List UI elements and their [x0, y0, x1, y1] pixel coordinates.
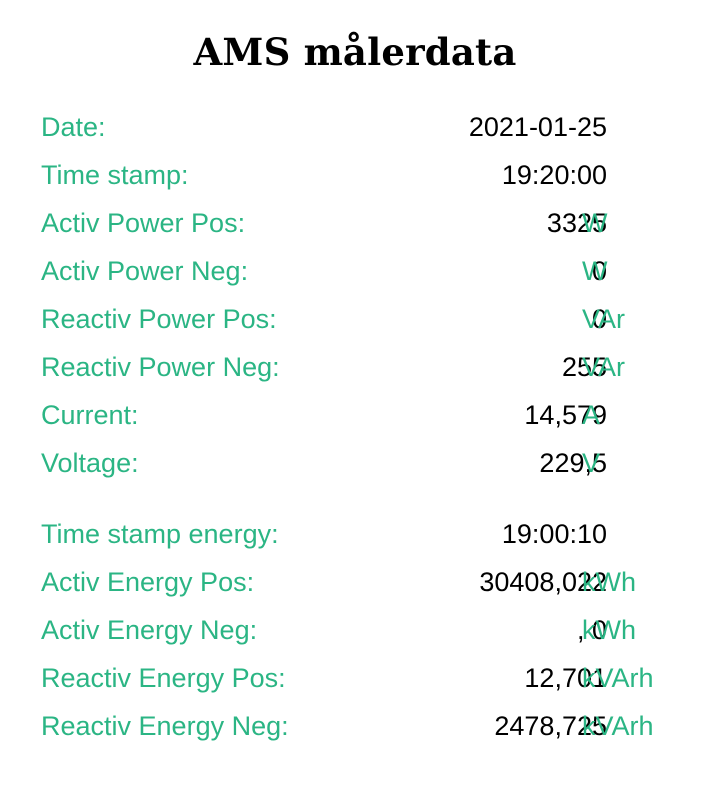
row-unit: kVArh [582, 711, 654, 741]
row-unit: kVArh [582, 663, 654, 693]
row-value: 2478,725 [494, 711, 607, 741]
row-value: 19:20:00 [501, 160, 607, 190]
row-activ-power-neg: Activ Power Neg: 0 W [41, 247, 701, 295]
row-label: Activ Energy Neg: [41, 615, 258, 645]
row-label: Current: [41, 400, 139, 430]
row-value: 14,579 [524, 400, 607, 430]
row-reactiv-energy-neg: Reactiv Energy Neg: 2478,725 kVArh [41, 702, 701, 750]
row-label: Reactiv Energy Pos: [41, 663, 286, 693]
row-label: Voltage: [41, 448, 139, 478]
row-label: Reactiv Power Neg: [41, 352, 280, 382]
row-value: 30408,022 [479, 567, 607, 597]
row-unit: VAr [582, 304, 626, 334]
row-unit: A [582, 400, 601, 430]
row-value: 3325 [546, 208, 607, 238]
row-label: Time stamp energy: [41, 519, 279, 549]
row-voltage: Voltage: 229,5 V [41, 439, 701, 487]
row-label: Activ Power Neg: [41, 256, 249, 286]
row-reactiv-power-pos: Reactiv Power Pos: 0 VAr [41, 295, 701, 343]
row-label: Activ Energy Pos: [41, 567, 255, 597]
row-label: Date: [41, 112, 106, 142]
row-unit: VAr [582, 352, 626, 382]
row-label: Activ Power Pos: [41, 208, 246, 238]
row-date: Date: 2021-01-25 [41, 103, 701, 151]
page-title: AMS målerdata [193, 30, 517, 74]
row-value: 255 [561, 352, 607, 382]
row-label: Reactiv Energy Neg: [41, 711, 289, 741]
row-value: 0 [591, 304, 607, 334]
row-current: Current: 14,579 A [41, 391, 701, 439]
meter-data-table: Date: 2021-01-25 Time stamp: 19:20:00 Ac… [41, 103, 701, 750]
row-unit: W [582, 208, 608, 238]
row-reactiv-energy-pos: Reactiv Energy Pos: 12,701 kVArh [41, 654, 701, 702]
row-unit: V [582, 448, 601, 478]
row-value: 229,5 [539, 448, 607, 478]
row-time-stamp-energy: Time stamp energy: 19:00:10 [41, 510, 701, 558]
row-value: , 0 [576, 615, 607, 645]
row-time-stamp: Time stamp: 19:20:00 [41, 151, 701, 199]
row-reactiv-power-neg: Reactiv Power Neg: 255 VAr [41, 343, 701, 391]
row-activ-power-pos: Activ Power Pos: 3325 W [41, 199, 701, 247]
row-value: 0 [591, 256, 607, 286]
row-label: Reactiv Power Pos: [41, 304, 277, 334]
row-unit: W [582, 256, 608, 286]
row-value: 2021-01-25 [468, 112, 607, 142]
row-value: 12,701 [524, 663, 607, 693]
row-unit: kWh [582, 567, 636, 597]
row-unit: kWh [582, 615, 636, 645]
row-activ-energy-pos: Activ Energy Pos: 30408,022 kWh [41, 558, 701, 606]
row-value: 19:00:10 [501, 519, 607, 549]
row-activ-energy-neg: Activ Energy Neg: , 0 kWh [41, 606, 701, 654]
row-label: Time stamp: [41, 160, 189, 190]
